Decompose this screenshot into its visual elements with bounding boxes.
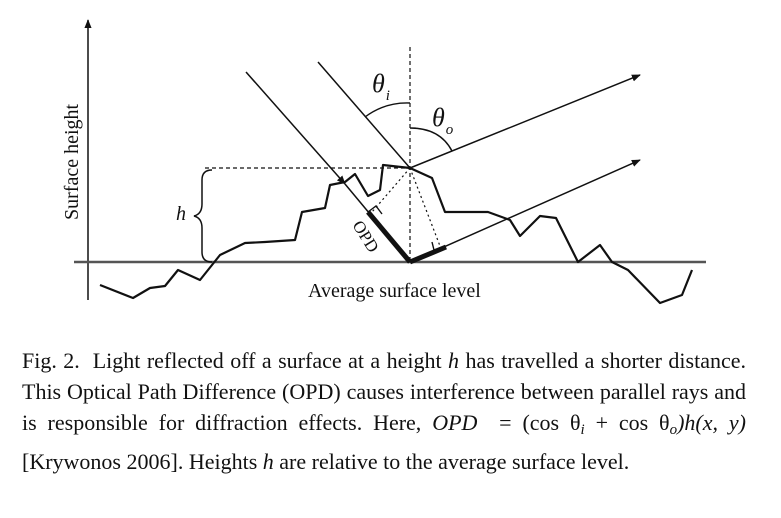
caption-part-4: are relative to the average surface leve… <box>279 449 630 474</box>
incident-ray-2 <box>245 71 346 185</box>
right-angle-marker-2 <box>431 241 443 251</box>
caption-part-3: Heights <box>188 449 258 474</box>
theta-i-arc <box>364 102 411 118</box>
diffraction-diagram: Surface height Average surface level h O… <box>61 19 706 305</box>
figure-label: Fig. 2. <box>22 348 80 373</box>
caption-opd-symbol: OPD <box>432 410 478 435</box>
caption-h-2: h <box>262 449 274 474</box>
x-axis-label: Average surface level <box>308 280 481 302</box>
caption-h-1: h <box>448 348 460 373</box>
caption-citation: [Krywonos 2006]. <box>22 449 184 474</box>
theta-i-label: θi <box>372 69 390 104</box>
opd-segment-2 <box>409 244 447 265</box>
surface-profile <box>99 163 694 305</box>
caption-formula: (cos θi + cos θo)h(x, y) <box>522 410 746 438</box>
figure-caption: Fig. 2. Light reflected off a surface at… <box>22 345 746 477</box>
construction-line-2 <box>409 167 441 247</box>
height-brace <box>193 169 213 263</box>
height-label: h <box>176 203 186 225</box>
opd-segment-1 <box>366 210 412 264</box>
caption-eq-sign: = <box>499 410 512 435</box>
y-axis-label: Surface height <box>61 103 83 220</box>
theta-o-label: θo <box>432 103 454 138</box>
right-angle-marker-1 <box>367 205 383 215</box>
caption-part-2: has travelled a shorter distance. This O… <box>22 348 747 435</box>
reflected-ray-2 <box>409 159 641 263</box>
reflected-ray-1 <box>409 74 641 169</box>
incident-ray-1 <box>317 61 411 169</box>
theta-o-arc <box>409 127 453 152</box>
caption-part-1: Light reflected off a surface at a heigh… <box>92 348 442 373</box>
